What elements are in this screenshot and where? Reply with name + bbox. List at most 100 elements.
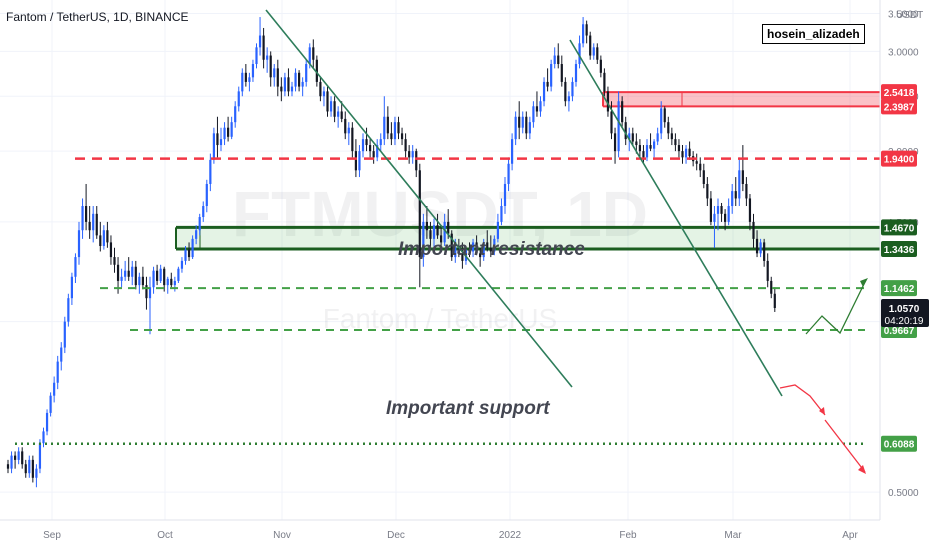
candle-body — [141, 276, 144, 286]
candle-body — [532, 106, 535, 123]
candle-body — [365, 139, 368, 146]
candle-body — [14, 455, 17, 460]
candle-body — [280, 86, 283, 92]
candle-body — [770, 280, 773, 294]
candle-body — [74, 257, 77, 277]
candle-body — [187, 249, 191, 258]
candle-body — [479, 253, 482, 258]
zones-layer — [175, 91, 880, 251]
candle-body — [120, 276, 123, 281]
candle-body — [116, 264, 120, 281]
candle-body — [315, 59, 318, 82]
candle-body — [326, 91, 329, 112]
candle-body — [695, 161, 698, 164]
projection-down-1 — [779, 384, 826, 416]
candle-body — [418, 170, 421, 258]
candle-body — [31, 459, 34, 478]
candle-body — [535, 106, 539, 112]
candle-body — [216, 133, 219, 146]
candle-body — [42, 431, 45, 444]
candle-body — [191, 238, 194, 258]
y-tick-label: 3.0000 — [888, 47, 919, 58]
candle-body — [674, 139, 677, 146]
candle-body — [525, 116, 528, 134]
candle-body — [642, 151, 645, 158]
candle-body — [35, 468, 38, 478]
candle-body — [461, 253, 464, 261]
candle-body — [557, 55, 560, 65]
arrowhead-down-1 — [819, 407, 825, 415]
countdown-text: 04:20:19 — [885, 316, 924, 327]
candle-body — [45, 412, 49, 432]
candle-body — [408, 151, 411, 158]
candle-body — [127, 270, 130, 277]
candle-body — [28, 459, 31, 474]
candle-body — [628, 133, 631, 140]
candle-body — [177, 268, 180, 281]
author-label: hosein_alizadeh — [762, 24, 865, 44]
candle-body — [106, 230, 109, 243]
candle-body — [713, 213, 716, 222]
candle-body — [390, 133, 393, 140]
grid-lines — [0, 0, 880, 520]
trendline-1 — [265, 9, 573, 388]
candle-body — [386, 116, 389, 134]
candle-body — [156, 270, 159, 281]
x-axis-ticks[interactable]: Sep Oct Nov Dec 2022 Feb Mar Apr — [43, 530, 858, 541]
candle-body — [724, 213, 727, 222]
candle-body — [415, 151, 418, 171]
candle-body — [333, 101, 336, 117]
candle-body — [393, 122, 397, 140]
candle-body — [134, 266, 137, 286]
candle-body — [518, 116, 521, 128]
candle-body — [436, 225, 439, 236]
candle-body — [237, 91, 240, 107]
candle-body — [564, 81, 567, 102]
candle-body — [539, 101, 542, 112]
watermark-name: Fantom / TetherUS — [323, 303, 557, 334]
candle-body — [148, 287, 152, 299]
candle-body — [312, 47, 315, 60]
candle-body — [369, 145, 372, 152]
candle-body — [163, 268, 166, 286]
candle-body — [234, 106, 237, 123]
x-tick-label: Feb — [619, 530, 637, 541]
x-tick-label: 2022 — [499, 530, 522, 541]
candle-body — [699, 163, 702, 171]
candle-body — [170, 278, 173, 286]
candle-body — [287, 77, 290, 92]
candle-body — [212, 133, 215, 160]
chart-title[interactable]: Fantom / TetherUS, 1D, BINANCE — [6, 10, 189, 24]
candle-body — [429, 230, 432, 239]
candle-body — [454, 247, 457, 258]
candle-body — [589, 35, 592, 56]
candle-body — [440, 235, 443, 243]
candle-body — [613, 133, 617, 152]
candle-body — [205, 183, 208, 207]
x-tick-label: Dec — [387, 530, 405, 541]
candle-body — [528, 122, 531, 134]
candle-body — [77, 230, 81, 258]
x-tick-label: Mar — [724, 530, 742, 541]
drawings-layer — [15, 9, 880, 474]
candle-body — [500, 206, 503, 222]
current-price-text: 1.0570 — [889, 304, 920, 315]
candle-body — [358, 151, 361, 171]
candle-body — [567, 96, 570, 102]
candle-body — [109, 242, 113, 258]
current-price-box — [881, 298, 929, 327]
y-tick-label: 0.5000 — [888, 488, 919, 499]
candle-body — [425, 221, 428, 231]
candle-body — [741, 170, 744, 184]
candle-body — [258, 35, 262, 48]
candle-body — [660, 108, 663, 134]
candle-body — [404, 139, 407, 152]
y-axis-unit[interactable]: USDT — [896, 10, 923, 21]
price-label-box — [881, 84, 917, 101]
candle-body — [475, 242, 478, 254]
candle-body — [610, 111, 613, 134]
candle-body — [269, 55, 272, 78]
candle-body — [542, 81, 546, 102]
candle-body — [124, 270, 127, 277]
candle-body — [649, 145, 652, 149]
